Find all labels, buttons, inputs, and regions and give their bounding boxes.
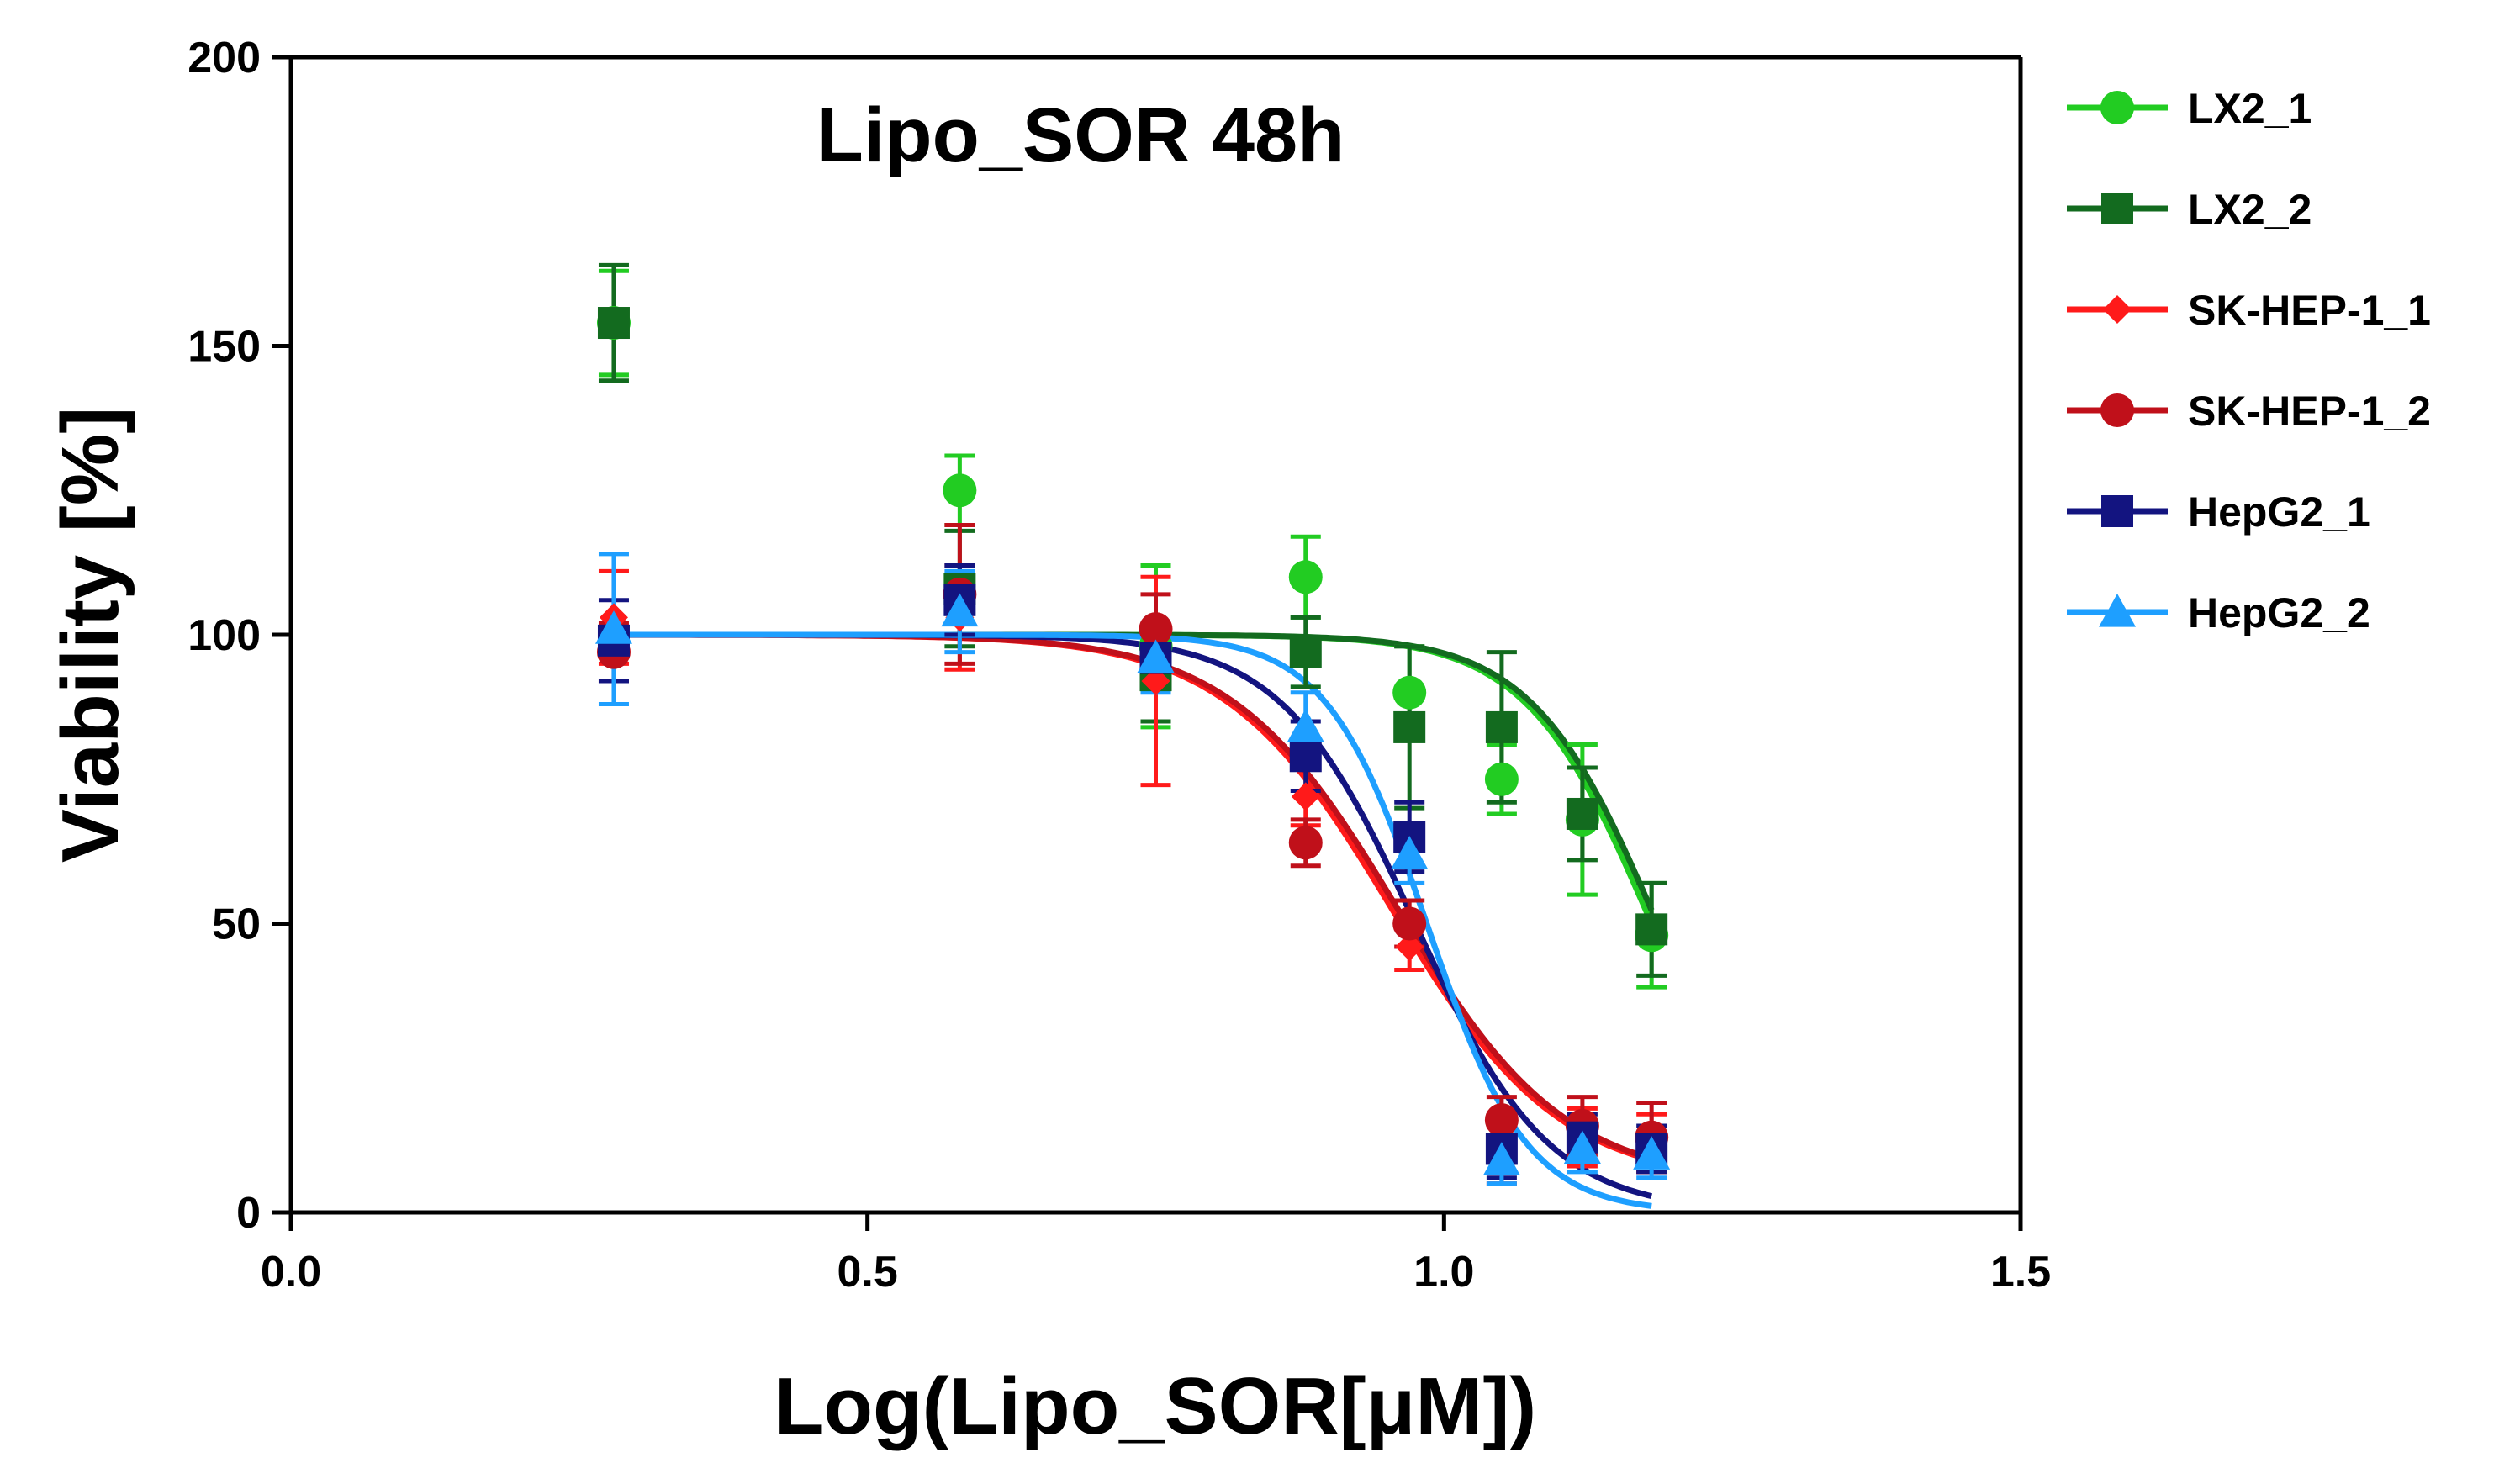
fit-curve-hepg2-2	[614, 631, 1652, 1209]
legend-item-hepg2-1: HepG2_1	[2067, 489, 2370, 536]
data-points	[594, 306, 1671, 1175]
legend-item-sk-hep-1-2: SK-HEP-1_2	[2067, 388, 2431, 435]
legend-label: HepG2_2	[2188, 589, 2370, 636]
data-point-lx2-2	[1485, 710, 1518, 743]
data-point-lx2-1	[1288, 560, 1323, 594]
data-point-hepg2-2	[1137, 639, 1175, 673]
data-point-sk-hep-1-1	[1291, 782, 1320, 811]
x-axis-title: Log(Lipo_SOR[μM])	[774, 1361, 1537, 1451]
chart-title: Lipo_SOR 48h	[816, 92, 1345, 178]
y-tick-label: 150	[188, 323, 261, 372]
data-point-hepg2-1	[1289, 740, 1322, 773]
y-axis-title: Viability [%]	[45, 407, 135, 863]
data-point-sk-hep-1-2	[1392, 906, 1427, 941]
data-point-hepg2-2	[594, 610, 632, 644]
y-tick-label: 100	[188, 611, 261, 660]
x-tick-label: 1.5	[1990, 1248, 2051, 1297]
data-point-hepg2-2	[1391, 836, 1429, 869]
y-ticks: 0 50 100 150 200	[188, 34, 291, 1238]
legend-item-hepg2-2: HepG2_2	[2067, 589, 2370, 636]
data-point-lx2-1	[943, 473, 977, 508]
data-point-lx2-2	[1635, 913, 1668, 946]
legend-label: LX2_2	[2188, 186, 2312, 233]
legend-marker	[2101, 495, 2133, 527]
data-point-lx2-1	[1392, 675, 1427, 710]
legend-label: HepG2_1	[2188, 489, 2370, 536]
legend-marker	[2099, 594, 2136, 627]
y-tick-label: 50	[212, 900, 261, 949]
axes	[288, 55, 2023, 1215]
legend-marker	[2100, 91, 2134, 124]
data-point-sk-hep-1-2	[1139, 612, 1173, 647]
x-tick-label: 0.5	[837, 1248, 898, 1297]
legend-label: SK-HEP-1_2	[2188, 388, 2431, 435]
fit-curves	[614, 631, 1655, 1209]
data-point-hepg2-2	[1563, 1130, 1601, 1164]
legend-item-sk-hep-1-1: SK-HEP-1_1	[2067, 287, 2431, 334]
data-point-sk-hep-1-2	[1288, 826, 1323, 860]
data-point-hepg2-2	[1633, 1136, 1671, 1170]
data-point-sk-hep-1-1	[1395, 932, 1424, 961]
legend-label: LX2_1	[2188, 85, 2312, 132]
y-tick-label: 0	[236, 1189, 261, 1238]
y-tick-label: 200	[188, 34, 261, 82]
legend-item-lx2-2: LX2_2	[2067, 186, 2312, 233]
legend: LX2_1 LX2_2 SK-HEP-1_1 SK-HEP-1_2 HepG2_1 Hep…	[2067, 85, 2431, 636]
legend-item-lx2-1: LX2_1	[2067, 85, 2312, 132]
legend-marker	[2103, 295, 2132, 324]
data-point-hepg2-2	[941, 593, 979, 627]
data-point-sk-hep-1-2	[1484, 1103, 1519, 1138]
data-point-hepg2-2	[1482, 1142, 1520, 1175]
x-ticks: 0.0 0.5 1.0 1.5	[261, 1212, 2051, 1297]
data-point-lx2-2	[1566, 797, 1598, 830]
data-point-lx2-2	[597, 307, 630, 340]
legend-marker	[2101, 193, 2133, 224]
x-tick-label: 1.0	[1413, 1248, 1474, 1297]
data-point-lx2-2	[1289, 636, 1322, 668]
x-tick-label: 0.0	[261, 1248, 321, 1297]
data-point-lx2-1	[1484, 762, 1519, 796]
data-point-hepg2-2	[1287, 708, 1324, 742]
legend-label: SK-HEP-1_1	[2188, 287, 2431, 334]
data-point-lx2-2	[1393, 710, 1426, 743]
legend-marker	[2100, 393, 2134, 427]
